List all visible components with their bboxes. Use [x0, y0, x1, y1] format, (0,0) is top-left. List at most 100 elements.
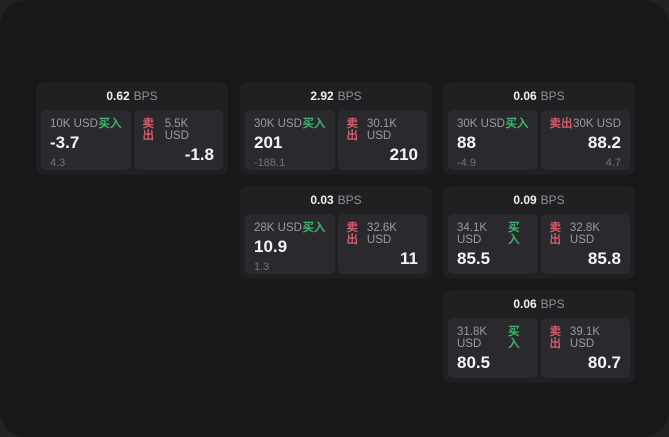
- sell-size: 32.8K USD: [569, 222, 600, 246]
- spread-value: 0.03: [310, 193, 334, 207]
- buy-quote-tile[interactable]: 28K USD 买入 10.9 1.3: [245, 214, 335, 274]
- bps-unit-label: BPS: [540, 297, 565, 311]
- sell-size: 32.6K USD: [366, 222, 397, 246]
- buy-sub-value: -4.9: [457, 157, 476, 169]
- buy-quote-top-row: 28K USD 买入: [254, 222, 326, 234]
- quote-card-body: 10K USD 买入 -3.7 4.3 卖出 5.5K USD -1.8 -2.…: [36, 110, 228, 170]
- quote-card-body: 34.1K USD 买入 85.5 -3.1 卖出 32.8K USD 85.8…: [443, 214, 635, 274]
- sell-quote-tile[interactable]: 卖出 5.5K USD -1.8 -2.6: [133, 110, 223, 170]
- sell-price: 210: [389, 145, 418, 164]
- buy-label: 买入: [302, 118, 326, 130]
- sell-sub-value: -1.8: [347, 273, 418, 274]
- quote-card-body: 30K USD 买入 201 -188.1 卖出 30.1K USD 210 1…: [240, 110, 432, 170]
- buy-size: 28K USD: [254, 222, 302, 234]
- bps-unit-label: BPS: [337, 193, 362, 207]
- quote-card-body: 31.8K USD 买入 80.5 -10.8 卖出 39.1K USD 80.…: [443, 318, 635, 378]
- sell-quote-tile[interactable]: 卖出 30.1K USD 210 196.5: [337, 110, 427, 170]
- sell-quote-top-row: 卖出 30.1K USD: [347, 118, 419, 142]
- sell-sub-value: 3.0: [550, 273, 621, 274]
- buy-quote-tile[interactable]: 10K USD 买入 -3.7 4.3: [41, 110, 131, 170]
- buy-price: 10.9: [254, 237, 288, 256]
- buy-size: 10K USD: [50, 118, 98, 130]
- quote-card-body: 28K USD 买入 10.9 1.3 卖出 32.6K USD 11 -1.8: [240, 214, 432, 274]
- buy-price: 201: [254, 133, 283, 152]
- buy-quote-tile[interactable]: 34.1K USD 买入 85.5 -3.1: [448, 214, 538, 274]
- quote-card: 0.06 BPS 30K USD 买入 88 -4.9 卖出 30K USD 8…: [443, 82, 635, 175]
- sell-label: 卖出: [549, 326, 562, 350]
- spread-header: 0.09 BPS: [443, 186, 635, 214]
- buy-quote-top-row: 31.8K USD 买入: [457, 326, 529, 350]
- buy-price: 88: [457, 133, 476, 152]
- sell-sub-value: 4.7: [605, 157, 621, 169]
- sell-quote-top-row: 卖出 39.1K USD: [550, 326, 622, 350]
- sell-label: 卖出: [549, 118, 573, 130]
- buy-label: 买入: [98, 118, 122, 130]
- quote-card: 0.09 BPS 34.1K USD 买入 85.5 -3.1 卖出 32.8K…: [443, 186, 635, 279]
- bps-unit-label: BPS: [337, 89, 362, 103]
- buy-quote-top-row: 30K USD 买入: [254, 118, 326, 130]
- spread-value: 0.09: [513, 193, 537, 207]
- quote-card: 0.03 BPS 28K USD 买入 10.9 1.3 卖出 32.6K US…: [240, 186, 432, 279]
- sell-size: 30.1K USD: [366, 118, 397, 142]
- buy-sub-value: -10.8: [457, 377, 529, 378]
- bps-unit-label: BPS: [133, 89, 158, 103]
- buy-quote-tile[interactable]: 30K USD 买入 88 -4.9: [448, 110, 538, 170]
- sell-quote-tile[interactable]: 卖出 32.8K USD 85.8 3.0: [540, 214, 630, 274]
- sell-sub-value: 10.2: [550, 377, 621, 378]
- spread-header: 0.62 BPS: [36, 82, 228, 110]
- buy-quote-top-row: 30K USD 买入: [457, 118, 529, 130]
- buy-sub-value: 1.3: [254, 261, 270, 273]
- spread-header: 0.03 BPS: [240, 186, 432, 214]
- buy-size: 30K USD: [254, 118, 302, 130]
- buy-sub-value: -188.1: [254, 157, 286, 169]
- sell-sub-value: 196.5: [347, 169, 418, 170]
- buy-price: 85.5: [457, 249, 491, 268]
- buy-sub-value: -3.1: [457, 273, 529, 274]
- spread-value: 2.92: [310, 89, 334, 103]
- spread-value: 0.06: [513, 89, 537, 103]
- buy-sub-value: 4.3: [50, 157, 66, 169]
- quote-card: 2.92 BPS 30K USD 买入 201 -188.1 卖出 30.1K …: [240, 82, 432, 175]
- sell-quote-top-row: 卖出 32.6K USD: [347, 222, 419, 246]
- spread-value: 0.62: [106, 89, 130, 103]
- sell-price: 88.2: [587, 133, 621, 152]
- sell-price: 80.7: [587, 353, 621, 372]
- sell-quote-top-row: 卖出 5.5K USD: [143, 118, 215, 142]
- buy-price: 80.5: [457, 353, 491, 372]
- bps-unit-label: BPS: [540, 89, 565, 103]
- sell-quote-tile[interactable]: 卖出 32.6K USD 11 -1.8: [337, 214, 427, 274]
- spread-header: 2.92 BPS: [240, 82, 432, 110]
- sell-quote-tile[interactable]: 卖出 30K USD 88.2 4.7: [540, 110, 630, 170]
- buy-price: -3.7: [50, 133, 80, 152]
- quote-card: 0.62 BPS 10K USD 买入 -3.7 4.3 卖出 5.5K USD…: [36, 82, 228, 175]
- buy-size: 31.8K USD: [457, 326, 488, 350]
- sell-quote-top-row: 卖出 30K USD: [550, 118, 622, 130]
- sell-size: 30K USD: [573, 118, 621, 130]
- sell-price: 11: [400, 249, 418, 268]
- quote-card: 0.06 BPS 31.8K USD 买入 80.5 -10.8 卖出 39.1…: [443, 290, 635, 383]
- buy-label: 买入: [302, 222, 326, 234]
- sell-sub-value: -2.6: [143, 169, 214, 170]
- sell-price: -1.8: [184, 145, 214, 164]
- buy-size: 34.1K USD: [457, 222, 488, 246]
- buy-quote-top-row: 10K USD 买入: [50, 118, 122, 130]
- sell-label: 卖出: [346, 222, 359, 246]
- bps-unit-label: BPS: [540, 193, 565, 207]
- buy-label: 买入: [508, 326, 520, 350]
- sell-quote-tile[interactable]: 卖出 39.1K USD 80.7 10.2: [540, 318, 630, 378]
- buy-quote-top-row: 34.1K USD 买入: [457, 222, 529, 246]
- sell-label: 卖出: [142, 118, 155, 142]
- buy-label: 买入: [505, 118, 529, 130]
- buy-label: 买入: [508, 222, 520, 246]
- sell-size: 39.1K USD: [569, 326, 600, 350]
- sell-price: 85.8: [587, 249, 621, 268]
- buy-quote-tile[interactable]: 31.8K USD 买入 80.5 -10.8: [448, 318, 538, 378]
- spread-value: 0.06: [513, 297, 537, 311]
- sell-size: 5.5K USD: [164, 118, 189, 142]
- sell-label: 卖出: [549, 222, 562, 246]
- quote-card-body: 30K USD 买入 88 -4.9 卖出 30K USD 88.2 4.7: [443, 110, 635, 170]
- sell-label: 卖出: [346, 118, 359, 142]
- spread-header: 0.06 BPS: [443, 290, 635, 318]
- buy-quote-tile[interactable]: 30K USD 买入 201 -188.1: [245, 110, 335, 170]
